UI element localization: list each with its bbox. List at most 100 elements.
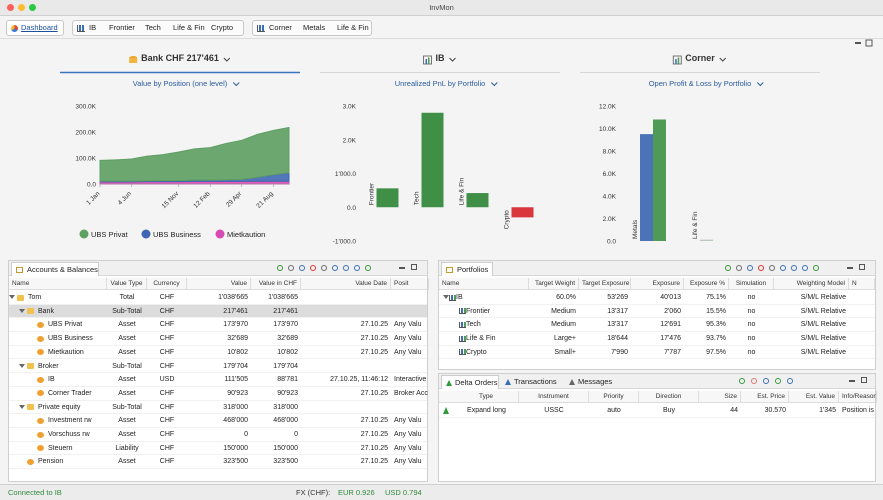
tab[interactable]: Transactions	[501, 375, 563, 389]
table-row[interactable]: Mietkaution Asset CHF 10'802 10'802 27.10.25 A…	[9, 345, 427, 360]
asset-icon	[37, 349, 44, 356]
table-row[interactable]: UBS Business Asset CHF 32'689 32'689 27.10.25…	[9, 332, 427, 346]
toolbar-tab[interactable]: Life & Fin	[173, 23, 205, 32]
table-row[interactable]: Expand long USSC auto Buy 44 30.570 1'345 Posit…	[439, 404, 875, 418]
toolbar-tab[interactable]: Metals	[303, 23, 326, 32]
table-cell: S/M/L Relative	[800, 307, 846, 315]
toolbar-icon[interactable]	[365, 265, 371, 271]
bar	[466, 193, 489, 208]
toolbar-icon[interactable]	[747, 265, 753, 271]
table-row[interactable]: Steuern Liability CHF 150'000 150'000 27.10.2…	[9, 441, 427, 456]
minimize-view[interactable]	[847, 267, 853, 269]
table-cell: Asset	[118, 335, 136, 343]
table-row[interactable]: UBS Privat Asset CHF 173'970 173'970 27.10.25…	[9, 318, 427, 333]
toolbar-icon[interactable]	[739, 378, 745, 384]
table-row[interactable]: Crypto Small+ 7'990 7'787 97.5% no S/M/L Relat…	[439, 345, 875, 360]
table-cell: 97.5%	[706, 348, 726, 356]
tab-bar: Delta Orders Transactions Messages	[439, 374, 875, 389]
table-row[interactable]: Tom Total CHF 1'038'665 1'038'665	[9, 291, 427, 305]
table-row[interactable]: Private equity Sub-Total CHF 318'000 318'000	[9, 400, 429, 415]
toolbar-icon[interactable]	[321, 265, 327, 271]
toolbar-icon[interactable]	[310, 265, 316, 271]
expand-chevron[interactable]	[443, 295, 449, 299]
maximize-view[interactable]	[411, 264, 417, 270]
table-cell: Small+	[554, 348, 576, 356]
toolbar-icon[interactable]	[725, 265, 731, 271]
table-cell: Any Valu	[394, 458, 422, 466]
table-row[interactable]: Corner Trader Asset CHF 90'923 90'923 27.10.2…	[9, 386, 428, 401]
expand-chevron[interactable]	[19, 363, 25, 368]
table-cell: 27.10.25	[360, 444, 388, 452]
dropdown-chevron	[490, 82, 498, 87]
toolbar-icon[interactable]	[751, 378, 757, 384]
table-row[interactable]: Tech Medium 13'317 12'691 95.3% no S/M/L Relat…	[439, 318, 875, 333]
table-cell: 318'000	[223, 403, 248, 411]
maximize-view[interactable]	[861, 377, 867, 383]
toolbar-icon[interactable]	[288, 265, 294, 271]
toolbar-icon[interactable]	[775, 378, 781, 384]
toolbar-icon[interactable]	[787, 378, 793, 384]
table-cell: Large+	[554, 335, 576, 343]
folder-icon	[27, 308, 34, 315]
toolbar-icon[interactable]	[299, 265, 305, 271]
maximize-view[interactable]	[859, 264, 865, 270]
toolbar-icon[interactable]	[736, 265, 742, 271]
toolbar-icon[interactable]	[769, 265, 775, 271]
table-row[interactable]: Bank Sub-Total CHF 217'461 217'461	[9, 304, 427, 319]
table-row[interactable]: IB Asset USD 111'505 88'781 27.10.25, 11:46:1…	[9, 373, 427, 387]
panel-subtitle: Value by Position (one level)	[133, 79, 228, 88]
expand-chevron[interactable]	[19, 404, 25, 409]
table-row[interactable]: Investment rw Asset CHF 468'000 468'000 27.10…	[9, 414, 427, 428]
tab[interactable]: Delta Orders	[441, 375, 499, 389]
table-row[interactable]: Pension Asset CHF 323'500 323'500 27.10.25 Any…	[9, 455, 427, 470]
dashboard-button[interactable]: Dashboard	[6, 20, 64, 36]
table-cell: Private equity	[38, 403, 81, 411]
table-cell: Sub-Total	[112, 307, 142, 315]
table-cell: Bank	[38, 307, 54, 315]
zoom-button[interactable]	[29, 4, 36, 11]
table-cell: UBS Business	[48, 335, 93, 343]
toolbar-tab[interactable]: IB	[89, 23, 97, 32]
tab[interactable]: Accounts & Balances	[11, 262, 99, 276]
toolbar-tab[interactable]: Corner	[269, 23, 292, 32]
minimize-view[interactable]	[849, 380, 855, 382]
panel-title: IB	[436, 53, 446, 63]
toolbar-icon[interactable]	[763, 378, 769, 384]
toolbar-icon[interactable]	[343, 265, 349, 271]
table-cell	[391, 401, 429, 414]
asset-icon	[37, 321, 44, 328]
minimize-view[interactable]	[399, 267, 405, 269]
close-button[interactable]	[7, 4, 14, 11]
toolbar-icon[interactable]	[277, 265, 283, 271]
table-cell: Vorschuss rw	[48, 431, 90, 438]
chart-icon	[425, 59, 427, 64]
minimize-button[interactable]	[18, 4, 25, 11]
table-cell: Asset	[118, 417, 136, 425]
table-row[interactable]: Vorschuss rw Asset CHF 0 0 27.10.25 Any Valu	[9, 428, 427, 442]
toolbar-tab[interactable]: Frontier	[109, 23, 135, 32]
toolbar-tab[interactable]: Crypto	[211, 23, 234, 32]
toolbar-icon[interactable]	[758, 265, 764, 271]
expand-chevron[interactable]	[19, 308, 25, 313]
toolbar-tab[interactable]: Tech	[145, 23, 161, 32]
table-row[interactable]: Broker Sub-Total CHF 179'704 179'704	[9, 359, 427, 374]
toolbar-tab[interactable]: Life & Fin	[337, 23, 369, 32]
table-row[interactable]: Frontier Medium 13'317 2'060 15.5% no S/M/L Re…	[439, 304, 875, 319]
toolbar-icon[interactable]	[802, 265, 808, 271]
toolbar-icon[interactable]	[780, 265, 786, 271]
dashboard: Bank CHF 217'461 Value by Position (one l…	[60, 39, 873, 246]
table-cell: 10'802	[277, 348, 298, 356]
tab[interactable]: Portfolios	[441, 262, 493, 276]
toolbar-icon[interactable]	[332, 265, 338, 271]
table-cell: 173'970	[223, 321, 248, 329]
table-row[interactable]: IB 60.0% 53'269 40'013 75.1% no S/M/L Relative	[439, 291, 875, 305]
toolbar: Dashboard IB Frontier Tech Life & Fin Crypto C…	[0, 17, 883, 39]
portfolio-icon	[459, 321, 466, 328]
tab[interactable]: Messages	[565, 375, 619, 389]
expand-chevron[interactable]	[9, 295, 15, 299]
toolbar-icon[interactable]	[354, 265, 360, 271]
table-cell: Medium	[551, 307, 576, 315]
toolbar-icon[interactable]	[791, 265, 797, 271]
toolbar-icon[interactable]	[813, 265, 819, 271]
table-row[interactable]: Life & Fin Large+ 18'644 17'476 93.7% no S/M/L…	[439, 332, 875, 346]
